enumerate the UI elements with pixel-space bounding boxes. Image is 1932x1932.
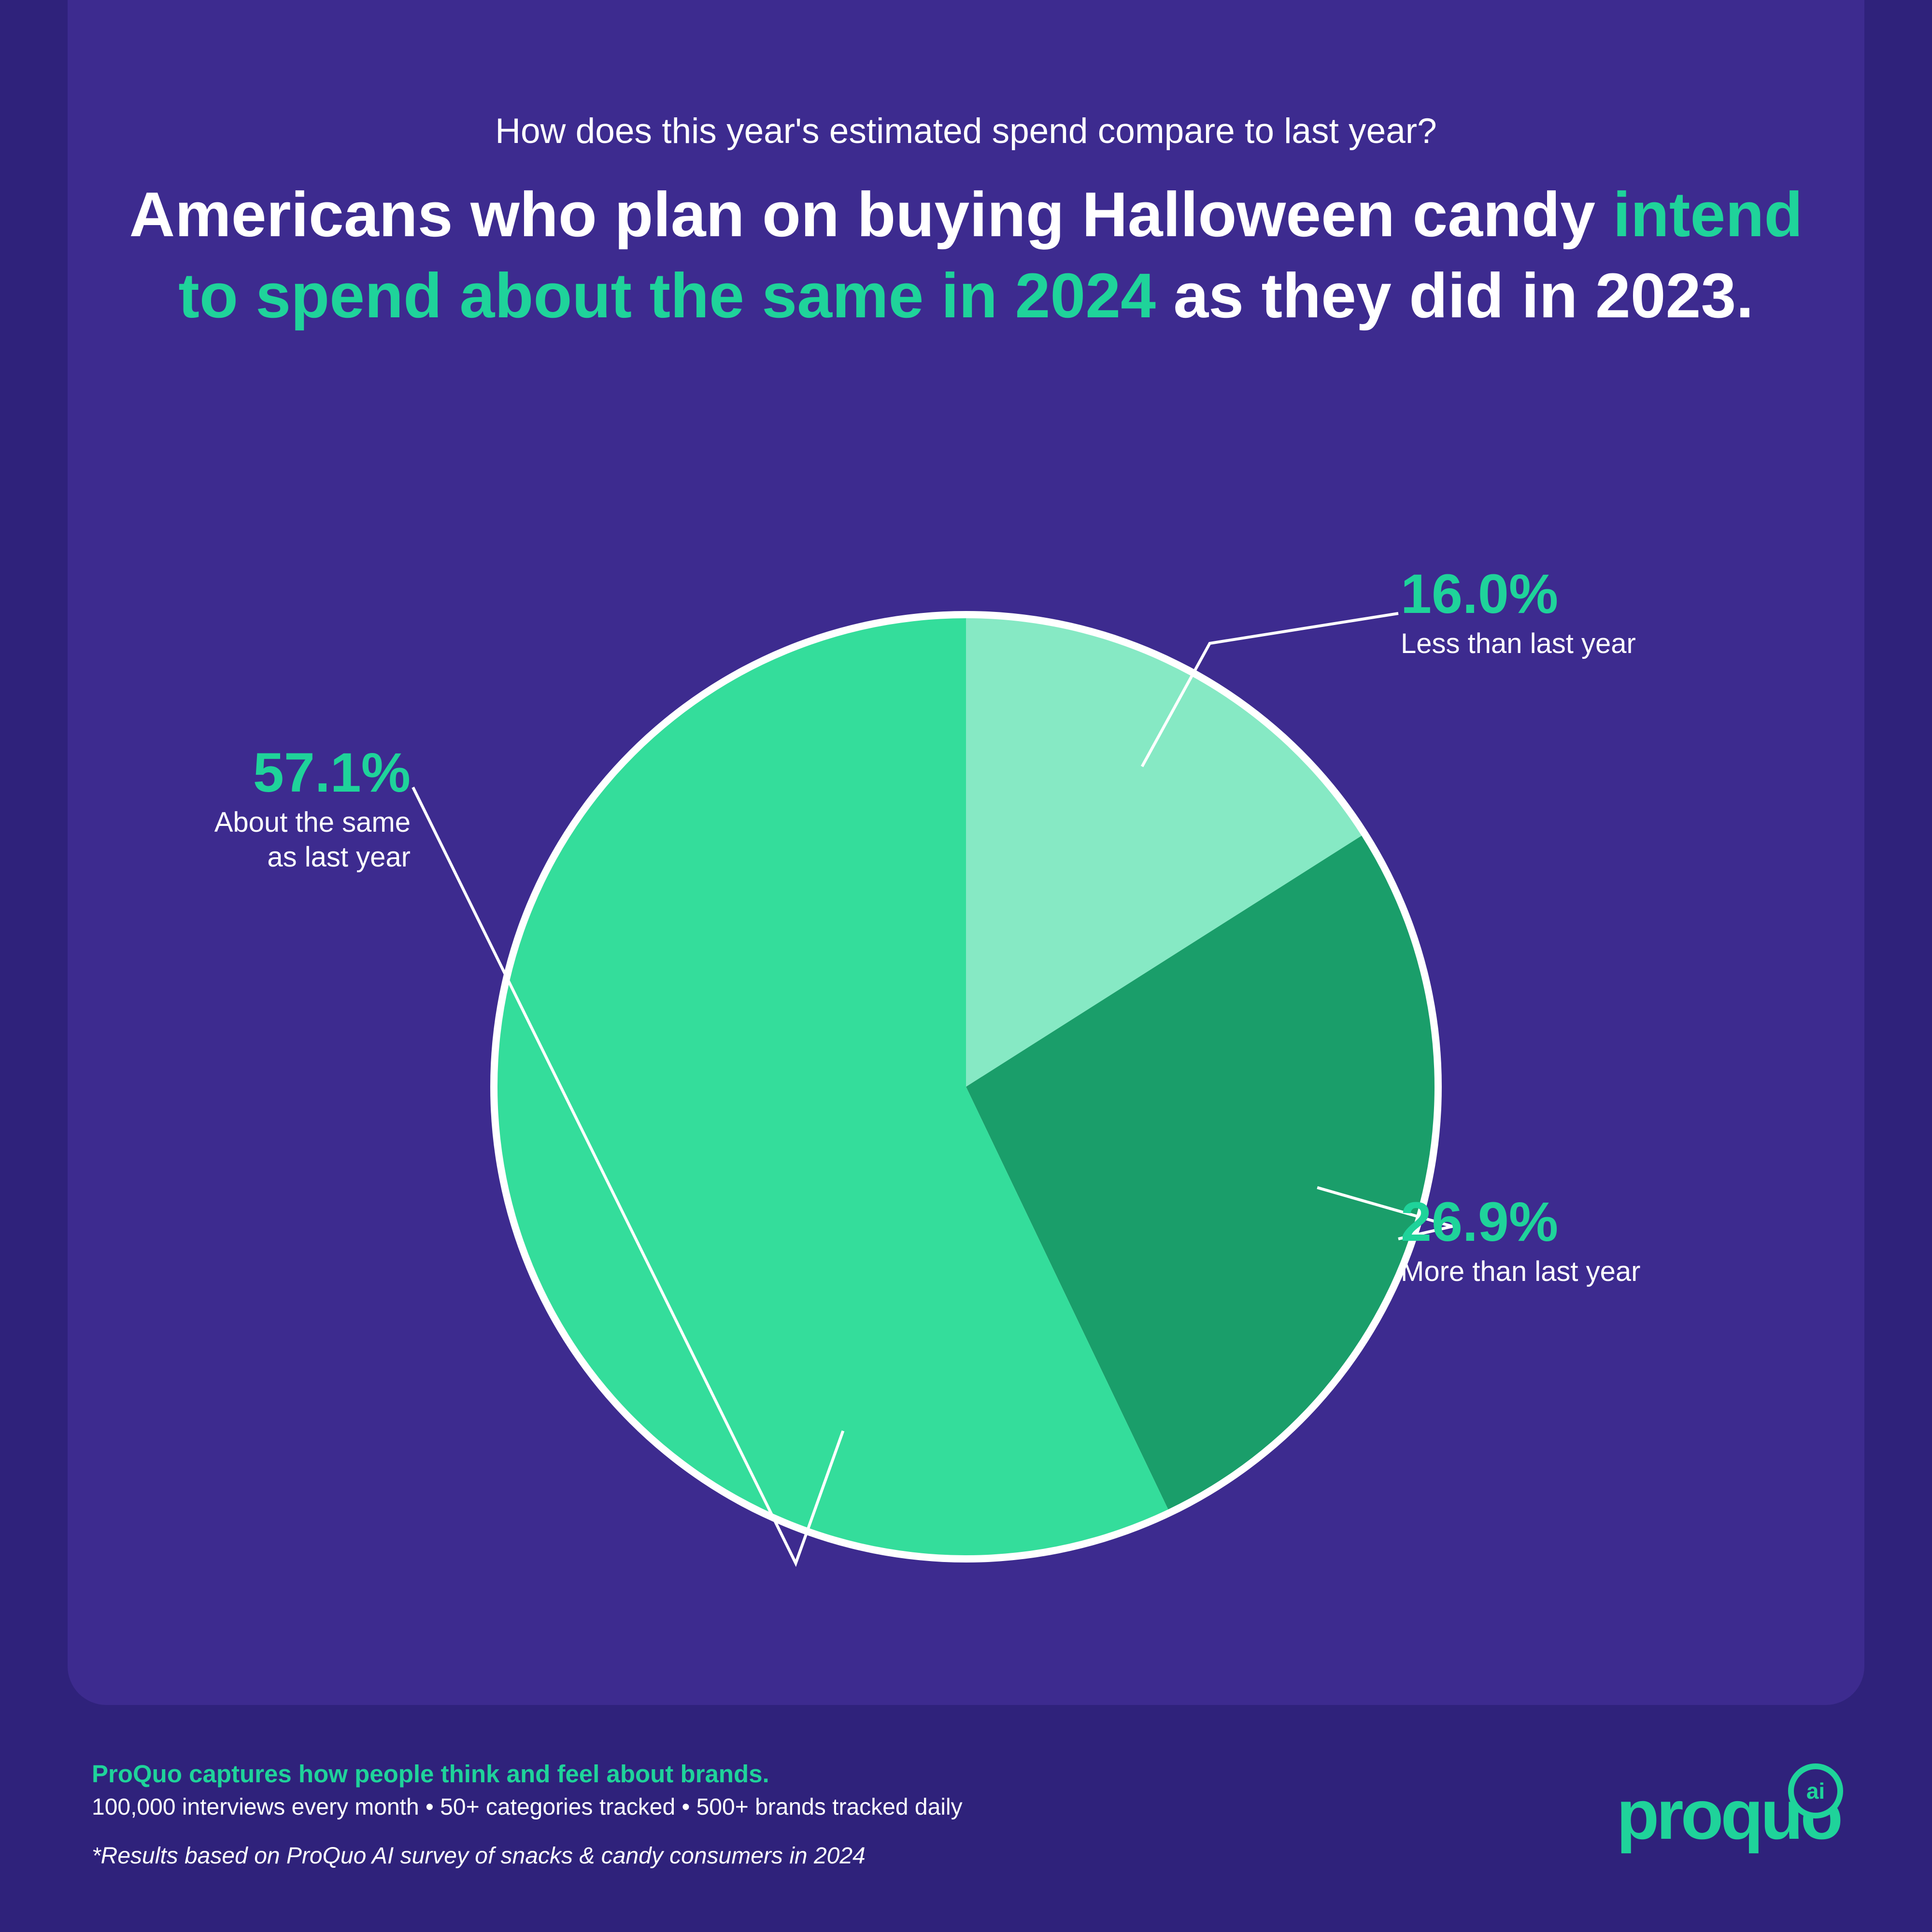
label-text: Less than last year — [1401, 626, 1835, 662]
footer-tagline: ProQuo captures how people think and fee… — [92, 1760, 1840, 1788]
footer: ProQuo captures how people think and fee… — [92, 1760, 1840, 1869]
brand-wordmark: proquo ai — [1617, 1780, 1840, 1850]
pie-svg — [48, 531, 1884, 1642]
footer-stats: 100,000 interviews every month • 50+ cat… — [92, 1794, 1840, 1820]
label-more-than-last-year: 26.9% More than last year — [1401, 1193, 1835, 1289]
headline-part2: as they did in 2023. — [1156, 260, 1754, 331]
label-text: About the sameas last year — [82, 805, 411, 875]
brand-logo: proquo ai — [1617, 1780, 1840, 1850]
pie-chart — [0, 531, 1932, 1642]
infographic-page: How does this year's estimated spend com… — [0, 0, 1932, 1932]
headline-text: Americans who plan on buying Halloween c… — [97, 174, 1835, 336]
label-pct: 26.9% — [1401, 1193, 1835, 1251]
brand-ai-badge: ai — [1788, 1763, 1843, 1818]
label-text: More than last year — [1401, 1254, 1835, 1290]
label-pct: 16.0% — [1401, 565, 1835, 624]
headline-part1: Americans who plan on buying Halloween c… — [129, 179, 1613, 250]
label-pct: 57.1% — [82, 744, 411, 802]
footer-disclaimer: *Results based on ProQuo AI survey of sn… — [92, 1843, 1840, 1869]
label-less-than-last-year: 16.0% Less than last year — [1401, 565, 1835, 661]
subtitle-text: How does this year's estimated spend com… — [0, 111, 1932, 151]
label-about-the-same: 57.1% About the sameas last year — [82, 744, 411, 875]
